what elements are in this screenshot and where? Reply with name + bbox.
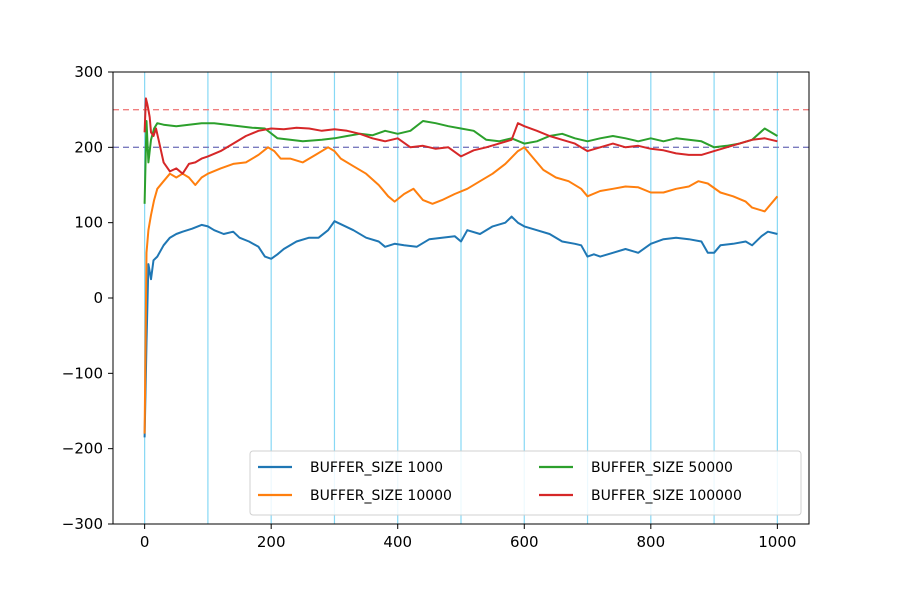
series-line-2 <box>143 146 779 434</box>
y-tick-label--200: −200 <box>62 440 103 458</box>
y-tick-label--300: −300 <box>62 515 103 533</box>
series-line-1 <box>143 215 778 438</box>
legend-label-1: BUFFER_SIZE 1000 <box>310 460 443 476</box>
y-tick-label-0: 0 <box>93 289 103 307</box>
legend: BUFFER_SIZE 1000 BUFFER_SIZE 10000 BUFFER_… <box>249 450 802 516</box>
legend-label-2: BUFFER_SIZE 10000 <box>310 488 452 504</box>
x-tick-label-1000: 1000 <box>758 533 796 551</box>
y-tick-label-100: 100 <box>74 214 103 232</box>
x-tick-label-800: 800 <box>636 533 665 551</box>
axis-ticks: 0 200 400 600 800 1000 −300 −200 −100 0 100 200 300 <box>62 63 797 551</box>
legend-label-4: BUFFER_SIZE 100000 <box>591 488 742 504</box>
x-tick-label-400: 400 <box>383 533 412 551</box>
y-tick-label-300: 300 <box>74 63 103 81</box>
series-line-4 <box>143 97 778 175</box>
legend-box <box>249 450 802 516</box>
x-tick-label-600: 600 <box>510 533 539 551</box>
y-tick-label--100: −100 <box>62 364 103 382</box>
plot-area <box>113 72 809 524</box>
y-tick-label-200: 200 <box>74 138 103 156</box>
legend-label-3: BUFFER_SIZE 50000 <box>591 460 733 476</box>
x-tick-label-200: 200 <box>257 533 286 551</box>
series-line-3 <box>143 120 778 204</box>
x-tick-label-0: 0 <box>140 533 150 551</box>
